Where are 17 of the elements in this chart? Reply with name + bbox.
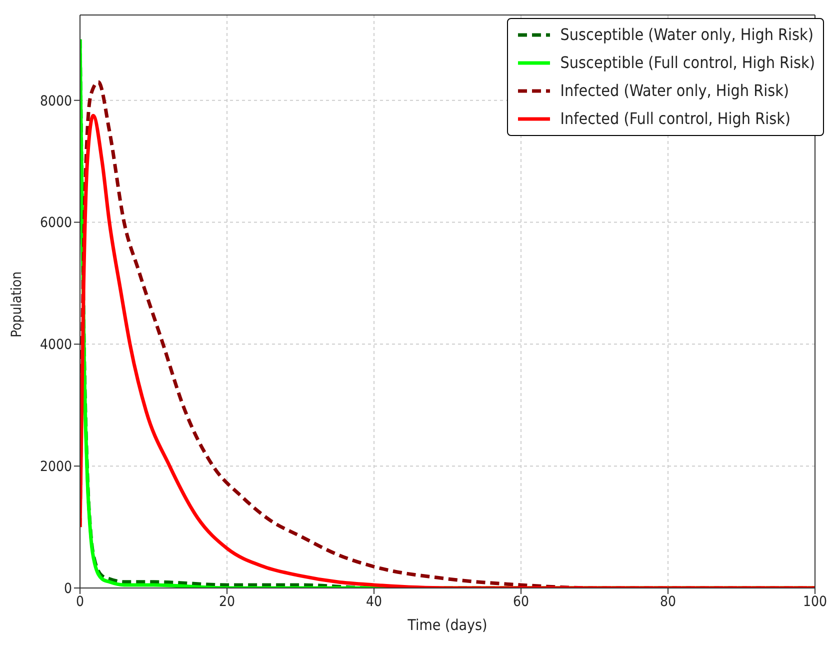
legend-label: Infected (Water only, High Risk): [560, 80, 790, 102]
y-tick-label: 2000: [40, 459, 72, 476]
x-tick-label: 20: [218, 594, 236, 610]
x-tick-label: 80: [660, 594, 676, 610]
x-axis-title: Time (days): [406, 616, 488, 634]
y-tick-label: 6000: [40, 215, 72, 232]
y-axis-title: Population: [8, 271, 25, 338]
x-tick-label: 100: [802, 594, 828, 610]
legend-label: Susceptible (Full control, High Risk): [560, 52, 815, 74]
legend-label: Susceptible (Water only, High Risk): [560, 24, 814, 46]
y-tick-label: 4000: [40, 337, 72, 354]
x-tick-label: 40: [366, 594, 382, 610]
legend-label: Infected (Full control, High Risk): [560, 108, 791, 130]
y-tick-label: 8000: [40, 93, 72, 110]
x-tick-label: 0: [76, 594, 84, 610]
x-tick-label: 60: [512, 594, 530, 610]
y-tick-label: 0: [64, 580, 72, 597]
